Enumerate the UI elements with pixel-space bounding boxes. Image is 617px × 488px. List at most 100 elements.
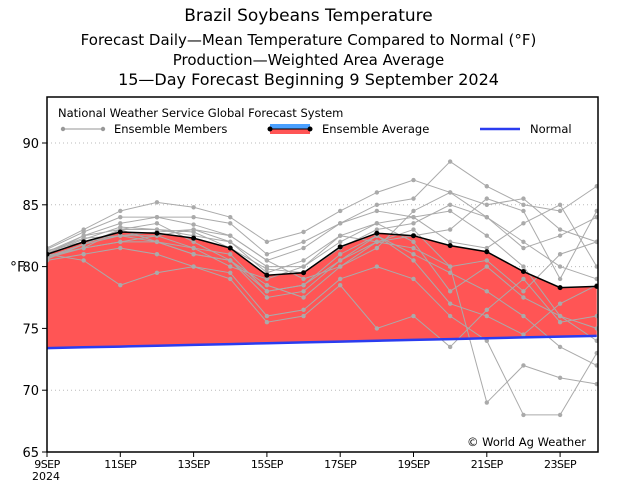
ensemble-member-point — [301, 264, 306, 269]
ensemble-member-point — [594, 208, 598, 214]
ensemble-member-point — [411, 177, 416, 183]
ensemble-member-point — [154, 252, 160, 257]
copyright: © World Ag Weather — [467, 435, 586, 449]
ensemble-member-point — [301, 282, 306, 288]
ensemble-member-point — [191, 264, 196, 269]
ensemble-average-point — [264, 272, 270, 278]
ensemble-member-point — [484, 184, 489, 189]
ensemble-average-line — [47, 231, 597, 289]
ensemble-member-point — [191, 227, 196, 232]
ensemble-member-point — [447, 289, 453, 294]
ensemble-member-point — [447, 264, 453, 269]
legend-average-swatch-bottom — [270, 129, 310, 134]
ensemble-average-point — [484, 249, 490, 255]
ensemble-member-point — [374, 326, 380, 331]
ensemble-member-point — [557, 313, 563, 319]
ensemble-member-point — [81, 245, 86, 251]
ensemble-member-point — [447, 202, 453, 207]
ensemble-member-point — [447, 301, 453, 306]
ensemble-member-point — [154, 221, 160, 226]
ensemble-member-point — [191, 214, 196, 220]
ensemble-member-point — [374, 190, 380, 195]
ensemble-member-point — [594, 338, 598, 343]
ensemble-member-point — [557, 301, 563, 306]
ensemble-average-point — [117, 229, 123, 235]
ensemble-member-point — [594, 239, 598, 245]
ensemble-member-point — [447, 159, 453, 164]
ensemble-member-point — [374, 245, 380, 251]
ensemble-member-point — [191, 222, 196, 227]
ensemble-member-point — [264, 252, 270, 257]
ensemble-member-point — [594, 326, 598, 331]
x-tick-label: 17SEP — [324, 458, 357, 471]
ensemble-average-point — [520, 269, 526, 275]
ensemble-member-line — [47, 247, 598, 416]
ensemble-member-point — [484, 338, 489, 343]
ensemble-member-line — [47, 198, 598, 299]
ensemble-member-point — [557, 264, 563, 269]
chart-title: Brazil Soybeans Temperature — [184, 6, 433, 26]
ensemble-member-point — [594, 363, 598, 368]
ensemble-member-point — [447, 344, 453, 350]
ensemble-average-point — [154, 230, 160, 236]
legend-average-swatch-top — [270, 124, 310, 129]
ensemble-member-point — [118, 221, 123, 226]
ensemble-average-point — [81, 239, 87, 245]
ensemble-average-point — [227, 245, 233, 251]
ensemble-member-point — [521, 221, 526, 226]
ensemble-member-point — [301, 295, 306, 300]
ensemble-member-point — [264, 320, 270, 325]
ensemble-member-line — [47, 228, 597, 336]
ensemble-member-point — [118, 239, 123, 245]
ensemble-member-point — [521, 289, 526, 294]
ensemble-member-point — [594, 381, 598, 387]
ensemble-member-point — [191, 239, 196, 245]
ensemble-member-point — [154, 270, 160, 275]
ensemble-member-point — [594, 264, 598, 269]
ensemble-member-point — [338, 208, 343, 214]
ensemble-member-line — [47, 253, 597, 348]
ensemble-member-point — [264, 313, 270, 319]
ensemble-member-point — [594, 184, 598, 189]
ensemble-member-line — [47, 191, 597, 280]
ensemble-member-point — [411, 239, 416, 245]
ensemble-member-point — [411, 214, 416, 220]
ensemble-member-point — [447, 239, 453, 245]
legend-average-label: Ensemble Average — [322, 122, 429, 136]
ensemble-member-point — [484, 214, 489, 220]
ensemble-member-point — [228, 264, 233, 269]
x-tick-label: 15SEP — [251, 458, 284, 471]
ensemble-member-point — [374, 239, 380, 245]
ensemble-member-point — [484, 202, 489, 207]
ensemble-member-point — [228, 270, 233, 275]
ensemble-member-point — [411, 252, 416, 257]
ensemble-member-point — [557, 344, 563, 350]
x-tick-label: 21SEP — [471, 458, 504, 471]
ensemble-member-line — [47, 210, 597, 329]
y-tick-label: 90 — [22, 137, 39, 152]
ensemble-member-point — [447, 190, 453, 195]
legend-average-dot — [307, 126, 313, 132]
ensemble-member-point — [447, 270, 453, 275]
ensemble-member-point — [338, 239, 343, 245]
legend-average-dot — [267, 126, 273, 132]
ensemble-member-point — [338, 282, 343, 288]
ensemble-member-point — [557, 233, 563, 238]
ensemble-member-point — [301, 239, 306, 245]
ensemble-member-point — [301, 258, 306, 263]
ensemble-member-point — [81, 252, 86, 257]
ensemble-member-point — [411, 245, 416, 251]
ensemble-member-point — [228, 221, 233, 226]
ensemble-member-point — [338, 264, 343, 269]
ensemble-member-point — [118, 245, 123, 251]
ensemble-member-point — [264, 276, 270, 282]
ensemble-average-point — [447, 243, 453, 249]
ensemble-member-point — [264, 258, 270, 263]
ensemble-member-point — [374, 202, 380, 207]
ensemble-member-line — [47, 160, 598, 261]
ensemble-member-point — [521, 295, 526, 300]
ensemble-member-point — [521, 239, 526, 245]
ensemble-member-line — [47, 222, 598, 342]
ensemble-member-point — [228, 239, 233, 245]
